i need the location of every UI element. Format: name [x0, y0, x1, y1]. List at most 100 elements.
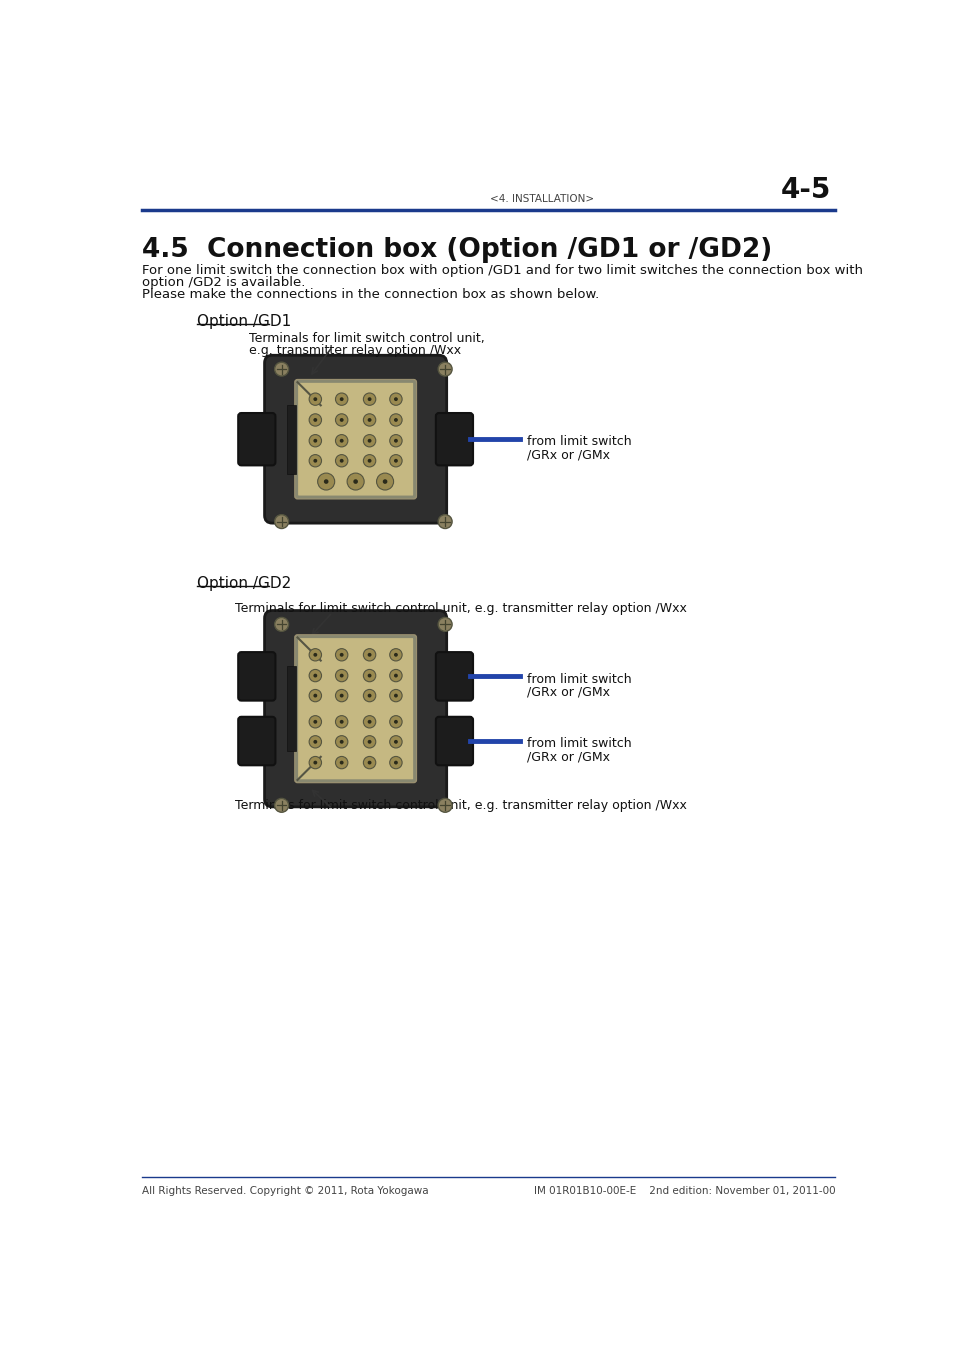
- Text: Terminals for limit switch control unit, e.g. transmitter relay option /Wxx: Terminals for limit switch control unit,…: [235, 799, 687, 811]
- Circle shape: [274, 617, 289, 632]
- Circle shape: [339, 760, 343, 764]
- Circle shape: [390, 455, 402, 467]
- Circle shape: [363, 648, 375, 662]
- Circle shape: [335, 670, 348, 682]
- Text: Please make the connections in the connection box as shown below.: Please make the connections in the conne…: [142, 289, 599, 301]
- Circle shape: [339, 459, 343, 463]
- Circle shape: [309, 648, 321, 662]
- Circle shape: [394, 760, 397, 764]
- Circle shape: [367, 397, 371, 401]
- Circle shape: [367, 720, 371, 724]
- Circle shape: [363, 716, 375, 728]
- Circle shape: [390, 756, 402, 768]
- Text: option /GD2 is available.: option /GD2 is available.: [142, 275, 306, 289]
- Circle shape: [382, 479, 387, 483]
- Circle shape: [394, 720, 397, 724]
- Circle shape: [367, 439, 371, 443]
- Circle shape: [274, 514, 289, 528]
- Text: from limit switch: from limit switch: [526, 435, 631, 448]
- Circle shape: [347, 472, 364, 490]
- Circle shape: [313, 720, 317, 724]
- Circle shape: [313, 694, 317, 698]
- Circle shape: [367, 418, 371, 421]
- Circle shape: [309, 393, 321, 405]
- Circle shape: [363, 455, 375, 467]
- Circle shape: [309, 455, 321, 467]
- Circle shape: [363, 756, 375, 768]
- Circle shape: [339, 418, 343, 421]
- Circle shape: [339, 740, 343, 744]
- Circle shape: [313, 418, 317, 421]
- Circle shape: [274, 798, 289, 813]
- Circle shape: [363, 414, 375, 427]
- Circle shape: [367, 694, 371, 698]
- Circle shape: [309, 435, 321, 447]
- Circle shape: [437, 514, 452, 528]
- Circle shape: [390, 435, 402, 447]
- Text: 4-5: 4-5: [780, 177, 830, 204]
- FancyBboxPatch shape: [436, 413, 473, 466]
- Circle shape: [394, 740, 397, 744]
- Circle shape: [394, 397, 397, 401]
- Text: All Rights Reserved. Copyright © 2011, Rota Yokogawa: All Rights Reserved. Copyright © 2011, R…: [142, 1187, 429, 1196]
- FancyBboxPatch shape: [238, 652, 275, 701]
- Text: /GRx or /GMx: /GRx or /GMx: [526, 448, 609, 462]
- Bar: [287, 667, 295, 751]
- Circle shape: [313, 459, 317, 463]
- Circle shape: [394, 674, 397, 678]
- Text: Option /GD1: Option /GD1: [196, 313, 291, 328]
- FancyBboxPatch shape: [238, 717, 275, 765]
- Circle shape: [394, 459, 397, 463]
- Circle shape: [367, 674, 371, 678]
- Circle shape: [437, 798, 452, 813]
- Circle shape: [363, 690, 375, 702]
- Circle shape: [313, 740, 317, 744]
- Text: from limit switch: from limit switch: [526, 737, 631, 751]
- FancyBboxPatch shape: [264, 355, 446, 524]
- Circle shape: [339, 694, 343, 698]
- Text: Terminals for limit switch control unit, e.g. transmitter relay option /Wxx: Terminals for limit switch control unit,…: [235, 602, 687, 616]
- Circle shape: [309, 756, 321, 768]
- Circle shape: [394, 418, 397, 421]
- Circle shape: [390, 716, 402, 728]
- Text: from limit switch: from limit switch: [526, 672, 631, 686]
- Circle shape: [335, 393, 348, 405]
- Circle shape: [394, 653, 397, 656]
- FancyBboxPatch shape: [436, 652, 473, 701]
- Circle shape: [313, 674, 317, 678]
- Circle shape: [274, 362, 289, 377]
- Circle shape: [335, 716, 348, 728]
- Circle shape: [313, 760, 317, 764]
- Circle shape: [335, 736, 348, 748]
- Text: /GRx or /GMx: /GRx or /GMx: [526, 751, 609, 763]
- Circle shape: [339, 439, 343, 443]
- Circle shape: [323, 479, 328, 483]
- Circle shape: [313, 653, 317, 656]
- Circle shape: [390, 414, 402, 427]
- Circle shape: [313, 439, 317, 443]
- Circle shape: [390, 648, 402, 662]
- Circle shape: [390, 393, 402, 405]
- Circle shape: [390, 690, 402, 702]
- Circle shape: [309, 414, 321, 427]
- Circle shape: [367, 459, 371, 463]
- Bar: [287, 405, 295, 474]
- Circle shape: [335, 435, 348, 447]
- Circle shape: [437, 617, 452, 632]
- Circle shape: [309, 670, 321, 682]
- Circle shape: [367, 740, 371, 744]
- Circle shape: [363, 670, 375, 682]
- Circle shape: [309, 716, 321, 728]
- FancyBboxPatch shape: [294, 379, 416, 498]
- Text: Terminals for limit switch control unit,: Terminals for limit switch control unit,: [249, 332, 485, 346]
- Circle shape: [394, 439, 397, 443]
- Circle shape: [363, 393, 375, 405]
- FancyBboxPatch shape: [294, 634, 416, 782]
- Circle shape: [335, 414, 348, 427]
- Circle shape: [367, 653, 371, 656]
- Circle shape: [390, 670, 402, 682]
- Text: For one limit switch the connection box with option /GD1 and for two limit switc: For one limit switch the connection box …: [142, 263, 862, 277]
- Circle shape: [339, 720, 343, 724]
- Circle shape: [437, 362, 452, 377]
- Circle shape: [313, 397, 317, 401]
